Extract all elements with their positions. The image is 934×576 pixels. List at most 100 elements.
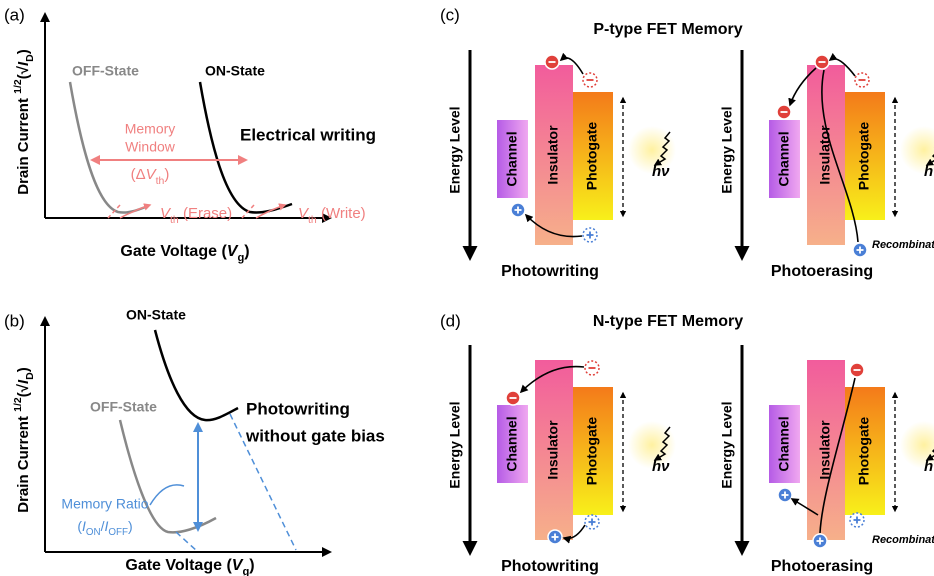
annotation: Photowriting <box>246 399 350 418</box>
text-part: V <box>160 205 172 222</box>
text-part: ON <box>86 527 101 538</box>
light-glow <box>900 126 934 174</box>
energy-label: Energy Level <box>447 401 463 488</box>
channel-label: Channel <box>776 416 792 471</box>
panel-a: (a) Drain Current 1/2(√ID) Gate Voltage … <box>4 5 376 263</box>
photogate-label: Photogate <box>856 122 872 191</box>
panel-title: N-type FET Memory <box>593 313 743 330</box>
transfer-arrow <box>828 52 856 77</box>
note: Recombination <box>872 239 934 251</box>
photogate-band <box>845 92 885 220</box>
panel-label: (c) <box>440 5 460 24</box>
insulator-band <box>807 65 845 245</box>
extrapolation <box>107 204 121 219</box>
channel-band <box>769 405 800 483</box>
channel-band <box>769 120 800 198</box>
x-axis-label: Gate Voltage (Vg) <box>125 557 254 576</box>
transfer-arrow <box>788 67 817 107</box>
photogate-label: Photogate <box>584 417 600 486</box>
text-part: ) <box>15 367 32 372</box>
panel-title: P-type FET Memory <box>593 21 742 38</box>
on-label: ON-State <box>126 307 186 323</box>
annotation: Electrical writing <box>240 125 376 144</box>
caption: Photowriting <box>501 558 599 575</box>
off-label: OFF-State <box>72 63 139 79</box>
text-part: I <box>105 518 109 534</box>
band-diagram: Energy Level Channel Insulator Photogate hν P… <box>447 345 676 575</box>
text-part: V <box>146 166 158 183</box>
light-glow <box>628 126 676 174</box>
photogate-band <box>573 387 613 515</box>
window-label: Window <box>125 139 176 155</box>
text-part: D <box>24 372 36 380</box>
insulator-label: Insulator <box>817 125 833 185</box>
pointer <box>149 484 185 506</box>
text-part: ( <box>77 518 82 534</box>
text-part: 1/2 <box>12 397 24 412</box>
off-label: OFF-State <box>90 399 157 415</box>
transfer-arrow <box>790 498 819 516</box>
text-part: ) <box>15 49 32 54</box>
photon <box>653 131 671 166</box>
window-value: (ΔVth) <box>131 166 170 187</box>
channel-band <box>497 120 528 198</box>
text-part: 1/2 <box>12 79 24 94</box>
pointer <box>255 203 287 219</box>
band-diagram: Energy Level Channel Insulator Photogate hν P… <box>719 345 934 575</box>
transfer-arrow <box>559 52 584 75</box>
text-part: g <box>237 252 244 264</box>
energy-label: Energy Level <box>719 106 735 193</box>
vth-write: Vth (Write) <box>298 205 366 226</box>
extrapolation <box>229 413 297 551</box>
annotation: without gate bias <box>245 426 385 445</box>
text-part: (√ <box>15 383 32 397</box>
insulator-label: Insulator <box>545 420 561 480</box>
on-label: ON-State <box>205 63 265 79</box>
text-part: Drain Current <box>15 94 32 195</box>
photogate-band <box>573 92 613 220</box>
off-curve <box>118 419 217 534</box>
panel-b: (b) Drain Current 1/2(√ID) Gate Voltage … <box>4 307 385 576</box>
extrapolation <box>241 204 255 219</box>
x-axis-label: Gate Voltage (Vg) <box>120 243 249 264</box>
text-part: ) <box>249 557 254 574</box>
caption: Photowriting <box>501 263 599 280</box>
energy-label: Energy Level <box>447 106 463 193</box>
on-curve <box>153 329 239 422</box>
photon <box>653 426 671 461</box>
panel-label: (a) <box>4 5 25 24</box>
text-part: th <box>308 214 317 226</box>
y-axis-label: Drain Current 1/2(√ID) <box>12 49 36 194</box>
window-label: Memory <box>125 121 176 137</box>
photon-label: hν <box>652 163 670 180</box>
transfer-arrow <box>562 524 586 544</box>
insulator-label: Insulator <box>545 125 561 185</box>
y-axis-label: Drain Current 1/2(√ID) <box>12 367 36 512</box>
band-diagram: Energy Level Channel Insulator Photogate hν P… <box>447 50 676 280</box>
text-part: V <box>227 243 239 260</box>
text-part: V <box>298 205 310 222</box>
insulator-label: Insulator <box>817 420 833 480</box>
text-part: I <box>15 379 32 384</box>
text-part: OFF <box>108 527 128 538</box>
insulator-band <box>535 65 573 245</box>
caption: Photoerasing <box>771 263 873 280</box>
text-part: ) <box>164 166 169 183</box>
channel-label: Channel <box>776 131 792 186</box>
channel-label: Channel <box>504 416 520 471</box>
light-glow <box>628 421 676 469</box>
recombination-path <box>821 69 859 243</box>
vth-erase: Vth (Erase) <box>160 205 232 226</box>
text-part: I <box>15 61 32 66</box>
photogate-label: Photogate <box>856 417 872 486</box>
panel-label: (d) <box>440 311 461 330</box>
channel-label: Channel <box>504 131 520 186</box>
text-part: th <box>156 175 165 187</box>
text-part: I <box>82 518 86 534</box>
text-part: g <box>242 566 249 576</box>
photon-label: hν <box>924 163 934 180</box>
text-part: D <box>24 54 36 62</box>
panel-label: (b) <box>4 311 25 330</box>
pointer <box>119 203 152 219</box>
